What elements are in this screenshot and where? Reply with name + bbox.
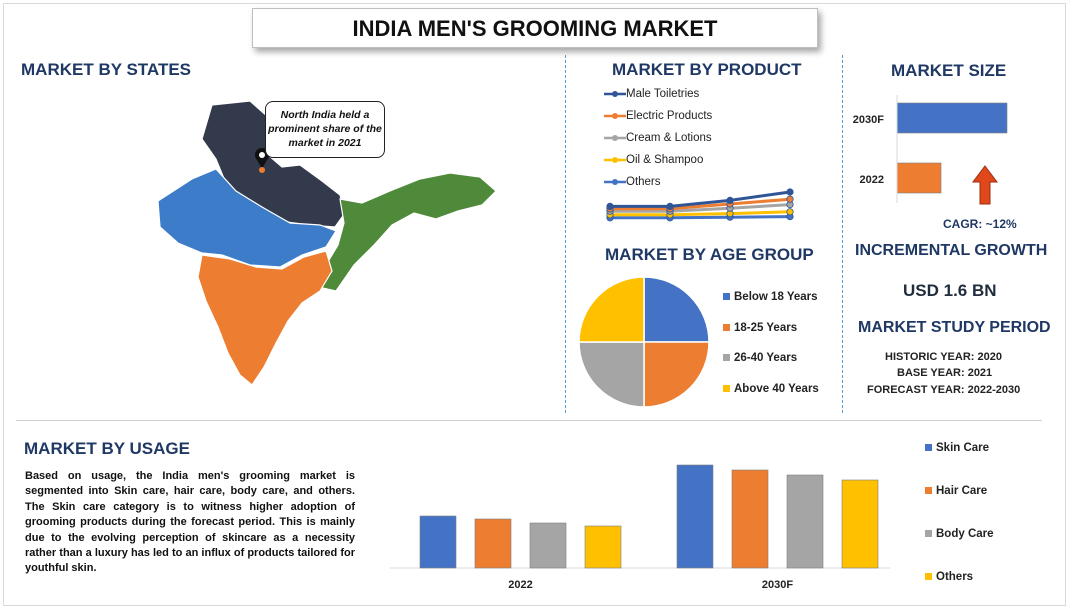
product-point (726, 196, 734, 204)
growth-arrow-icon (972, 165, 998, 205)
pie-slice (643, 276, 710, 343)
age-legend-label: 26-40 Years (734, 352, 798, 364)
product-point (786, 208, 794, 216)
cagr-label: CAGR: ~12% (943, 217, 1017, 231)
map-region-east (317, 172, 497, 292)
size-bar (896, 162, 942, 194)
usage-heading: MARKET BY USAGE (24, 439, 190, 458)
age-legend-item: 26-40 Years (723, 352, 797, 364)
product-legend-item: Oil & Shampoo (604, 154, 703, 166)
legend-line-marker-icon (604, 156, 626, 163)
separator-states-product (565, 55, 566, 413)
pie-slice (578, 276, 645, 343)
size-heading: MARKET SIZE (891, 61, 1007, 80)
size-category-label: 2022 (860, 174, 884, 186)
growth-heading: INCREMENTAL GROWTH (855, 242, 1048, 259)
legend-line-marker-icon (604, 178, 626, 185)
product-line-chart (606, 188, 794, 222)
product-point (606, 202, 614, 210)
usage-bar (676, 464, 714, 569)
age-heading: MARKET BY AGE GROUP (605, 245, 814, 264)
usage-bar (474, 518, 512, 569)
growth-value: USD 1.6 BN (903, 281, 997, 300)
legend-line-marker-icon (604, 90, 626, 97)
product-legend-item: Male Toiletries (604, 88, 699, 100)
usage-legend-item: Skin Care (925, 442, 989, 454)
usage-bar (584, 525, 622, 569)
usage-bar-chart: 2022 2030F (390, 464, 890, 591)
usage-category-label: 2030F (762, 579, 793, 591)
product-series-line (610, 203, 791, 213)
age-legend-label: Above 40 Years (734, 382, 819, 395)
legend-swatch (925, 573, 932, 581)
product-series-line (610, 197, 791, 211)
product-heading: MARKET BY PRODUCT (612, 60, 802, 79)
legend-swatch (925, 487, 932, 495)
legend-swatch (723, 323, 730, 331)
legend-swatch (925, 530, 932, 538)
map-callout: North India held a prominent share of th… (265, 101, 385, 158)
product-series-line (610, 190, 791, 208)
pie-slice (578, 341, 645, 408)
age-legend-item: Below 18 Years (723, 291, 818, 303)
pie-slice (643, 341, 710, 408)
product-legend-label: Oil & Shampoo (626, 154, 704, 166)
product-point (786, 188, 794, 196)
legend-swatch (925, 444, 932, 452)
infographic-frame (3, 3, 1066, 606)
base-year: BASE YEAR: 2021 (897, 367, 993, 379)
product-series-line (610, 210, 791, 217)
legend-line-marker-icon (604, 134, 626, 141)
product-legend-item: Cream & Lotions (604, 132, 712, 144)
usage-legend-item: Others (925, 571, 973, 583)
product-point (666, 202, 674, 210)
separator-product-size (842, 55, 843, 413)
map-region-central (157, 168, 337, 268)
usage-legend-label: Body Care (936, 528, 994, 540)
usage-legend-label: Skin Care (936, 442, 990, 454)
usage-bar (786, 474, 824, 569)
size-bar (896, 102, 1008, 134)
usage-legend-item: Body Care (925, 528, 994, 540)
legend-swatch (723, 354, 730, 362)
product-legend-label: Male Toiletries (626, 88, 700, 100)
usage-bar (841, 479, 879, 569)
usage-legend-label: Hair Care (936, 485, 988, 497)
age-legend-label: 18-25 Years (734, 321, 798, 334)
usage-bar (731, 469, 769, 569)
product-legend-item: Others (604, 176, 661, 188)
age-legend-item: 18-25 Years (723, 322, 797, 334)
product-legend-label: Others (626, 176, 661, 188)
forecast-year: FORECAST YEAR: 2022-2030 (867, 384, 1021, 396)
states-heading: MARKET BY STATES (21, 60, 192, 79)
product-point (786, 195, 794, 203)
product-legend-label: Cream & Lotions (626, 132, 712, 144)
legend-swatch (723, 293, 730, 301)
size-category-label: 2030F (853, 114, 884, 126)
legend-swatch (723, 384, 730, 392)
separator-usage (16, 420, 1042, 421)
usage-legend-item: Hair Care (925, 485, 987, 497)
usage-description: Based on usage, the India men's grooming… (25, 470, 355, 575)
usage-bar (529, 522, 567, 569)
page-title: INDIA MEN'S GROOMING MARKET (252, 8, 818, 48)
size-bar-chart: 2030F 2022 (853, 95, 1008, 203)
period-heading: MARKET STUDY PERIOD (858, 319, 1051, 336)
map-region-south (197, 250, 333, 386)
usage-category-label: 2022 (508, 579, 532, 591)
product-series-line (610, 215, 791, 220)
historic-year: HISTORIC YEAR: 2020 (885, 351, 1002, 363)
product-legend-label: Electric Products (626, 110, 713, 122)
usage-bar (419, 515, 457, 569)
usage-legend-label: Others (936, 571, 974, 583)
age-pie-chart (578, 276, 710, 408)
age-legend-label: Below 18 Years (734, 291, 818, 303)
india-map (157, 100, 497, 386)
age-legend-item: Above 40 Years (723, 383, 819, 395)
product-legend-item: Electric Products (604, 110, 712, 122)
legend-line-marker-icon (604, 112, 626, 119)
